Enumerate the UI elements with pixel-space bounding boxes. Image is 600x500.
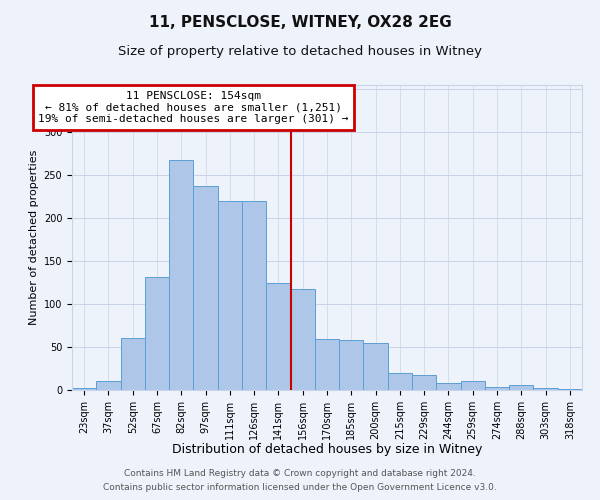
Bar [266, 282, 290, 390]
Bar [436, 383, 461, 390]
Bar [509, 385, 533, 390]
Bar [412, 376, 436, 390]
Bar [388, 373, 412, 390]
Bar [461, 382, 485, 390]
Y-axis label: Number of detached properties: Number of detached properties [29, 150, 40, 325]
Text: 11, PENSCLOSE, WITNEY, OX28 2EG: 11, PENSCLOSE, WITNEY, OX28 2EG [149, 15, 451, 30]
Bar [242, 201, 266, 390]
Text: Size of property relative to detached houses in Witney: Size of property relative to detached ho… [118, 45, 482, 58]
Text: 11 PENSCLOSE: 154sqm
← 81% of detached houses are smaller (1,251)
19% of semi-de: 11 PENSCLOSE: 154sqm ← 81% of detached h… [38, 91, 349, 124]
Bar [145, 276, 169, 390]
Bar [169, 160, 193, 390]
Text: Contains public sector information licensed under the Open Government Licence v3: Contains public sector information licen… [103, 484, 497, 492]
Bar [364, 342, 388, 390]
Bar [193, 186, 218, 390]
Bar [485, 388, 509, 390]
Bar [96, 382, 121, 390]
Bar [315, 340, 339, 390]
Bar [218, 201, 242, 390]
Bar [121, 338, 145, 390]
X-axis label: Distribution of detached houses by size in Witney: Distribution of detached houses by size … [172, 444, 482, 456]
Bar [533, 388, 558, 390]
Bar [72, 388, 96, 390]
Bar [339, 340, 364, 390]
Bar [290, 290, 315, 390]
Text: Contains HM Land Registry data © Crown copyright and database right 2024.: Contains HM Land Registry data © Crown c… [124, 468, 476, 477]
Bar [558, 389, 582, 390]
